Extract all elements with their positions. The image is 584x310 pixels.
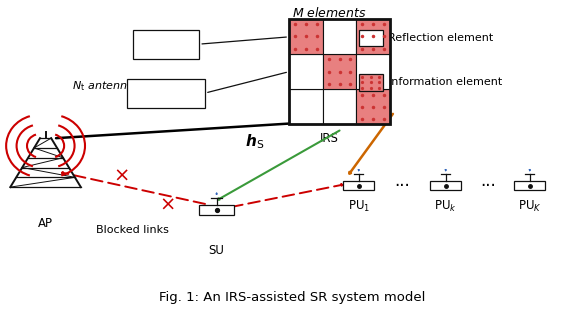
Text: AP: AP (38, 217, 53, 230)
Bar (359, 74, 383, 91)
Text: $\times$: $\times$ (113, 165, 129, 184)
Bar (289, 19, 390, 124)
Text: Information element: Information element (388, 78, 502, 87)
Bar (356, 19, 390, 54)
Bar (359, 30, 383, 46)
FancyBboxPatch shape (127, 78, 205, 108)
Text: Fig. 1: An IRS-assisted SR system model: Fig. 1: An IRS-assisted SR system model (159, 291, 425, 304)
Text: $G$: $G$ (148, 89, 164, 108)
Text: $M$ elements: $M$ elements (293, 6, 367, 20)
Bar (514, 181, 545, 190)
Text: Reflection element: Reflection element (388, 33, 493, 43)
Bar (199, 205, 234, 215)
FancyBboxPatch shape (133, 30, 199, 59)
Bar (289, 89, 323, 124)
Text: Controller: Controller (137, 86, 195, 100)
Text: PU$_{K}$: PU$_{K}$ (518, 199, 541, 214)
Text: $\boldsymbol{h}_{\mathrm{S}}$: $\boldsymbol{h}_{\mathrm{S}}$ (245, 132, 264, 151)
Text: $\times$: $\times$ (159, 194, 175, 213)
Text: ...: ... (480, 172, 496, 190)
Text: Sensor: Sensor (145, 38, 186, 51)
Bar (356, 89, 390, 124)
Text: SU: SU (208, 244, 225, 257)
Bar (323, 89, 356, 124)
Bar (323, 54, 356, 89)
Text: IRS: IRS (320, 132, 339, 145)
Text: PU$_{1}$: PU$_{1}$ (347, 199, 370, 214)
Text: PU$_{k}$: PU$_{k}$ (434, 199, 457, 214)
Bar (289, 54, 323, 89)
Text: $N_{\mathrm{t}}$ antennas: $N_{\mathrm{t}}$ antennas (72, 79, 140, 93)
Bar (343, 181, 374, 190)
Text: Blocked links: Blocked links (96, 225, 169, 235)
Text: $\boldsymbol{h}_{\mathrm{P},k}$: $\boldsymbol{h}_{\mathrm{P},k}$ (346, 101, 377, 120)
Text: ...: ... (394, 172, 410, 190)
Bar (289, 19, 323, 54)
Bar (323, 19, 356, 54)
Bar (356, 54, 390, 89)
Bar (430, 181, 461, 190)
